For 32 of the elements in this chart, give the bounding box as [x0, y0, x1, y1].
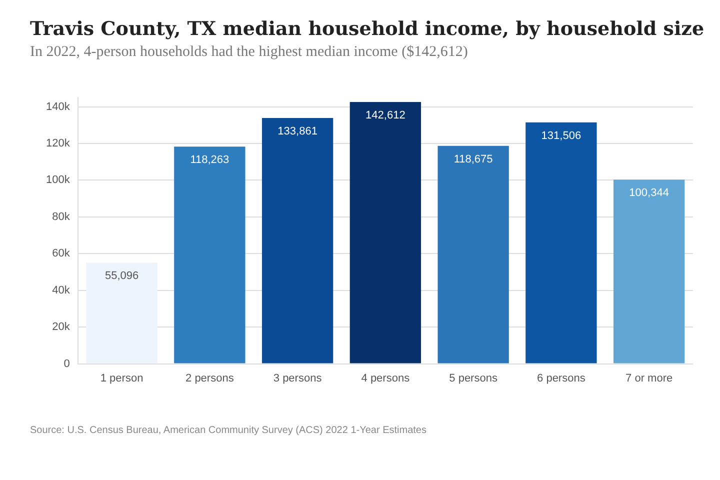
- y-tick-label: 20k: [52, 321, 70, 334]
- x-tick-label: 4 persons: [361, 372, 410, 384]
- chart-subtitle: In 2022, 4-person households had the highest median income ($142,612): [30, 44, 469, 61]
- data-label: 100,344: [629, 187, 669, 200]
- y-tick-label: 40k: [52, 284, 70, 296]
- bar: [86, 262, 158, 364]
- chart-title: Travis County, TX median household income, by household size: [30, 18, 706, 40]
- data-label: 131,506: [541, 130, 582, 142]
- data-label: 133,861: [278, 126, 318, 138]
- data-label: 118,263: [190, 154, 230, 166]
- data-label: 142,612: [366, 110, 406, 122]
- x-tick-label: 1 person: [100, 372, 144, 384]
- y-tick-label: 140k: [46, 100, 70, 113]
- x-tick-label: 2 persons: [186, 372, 234, 384]
- x-tick-label: 5 persons: [449, 372, 498, 384]
- y-tick-label: 120k: [46, 138, 70, 150]
- bar: [526, 122, 597, 364]
- bar: [262, 118, 334, 364]
- source-note: Source: U.S. Census Bureau, American Community Survey (ACS) 2022 1-Year Estimates: [30, 425, 428, 436]
- x-tick-label: 3 persons: [273, 372, 322, 384]
- y-tick-label: 60k: [52, 248, 70, 260]
- x-tick-label: 7 or more: [626, 372, 673, 384]
- y-tick-label: 0: [64, 358, 70, 370]
- y-tick-label: 80k: [52, 210, 70, 223]
- data-label: 118,675: [454, 153, 493, 166]
- y-tick-label: 100k: [46, 174, 70, 186]
- bar: [350, 102, 422, 364]
- data-label: 55,096: [104, 270, 139, 282]
- x-tick-label: 6 persons: [537, 372, 586, 384]
- bar: [174, 146, 246, 364]
- bar: [438, 146, 509, 364]
- bar: [613, 180, 685, 364]
